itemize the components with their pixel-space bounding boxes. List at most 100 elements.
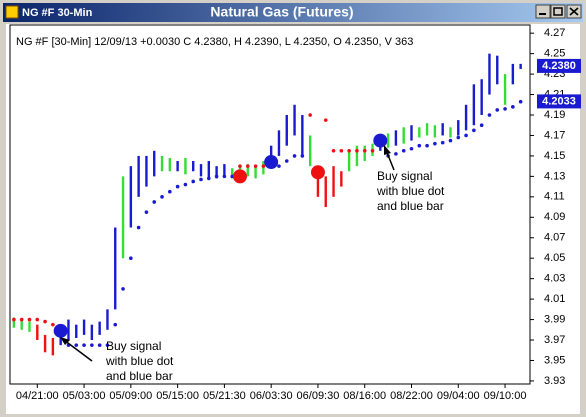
stop-dot [300,154,305,158]
stop-dot [82,343,86,347]
signal-dot [53,323,68,338]
stop-dot [401,149,406,153]
stop-dot [495,108,500,112]
stop-dot [479,123,484,128]
y-tick-label: 3.97 [544,334,565,346]
stop-dot [105,343,110,347]
stop-dot [245,164,250,168]
stop-dot [19,317,24,322]
annotation-arrow [63,339,93,362]
x-tick-label: 08/22:00 [390,390,433,402]
stop-dot [464,133,468,138]
y-tick-label: 4.03 [544,273,565,285]
annotation-1: Buy signal with blue dot and blue bar [60,337,174,383]
window-buttons[interactable] [535,4,582,19]
minimize-button[interactable] [535,4,551,19]
stop-dot [43,319,47,324]
annotation-text: with blue dot [105,354,174,368]
x-tick-label: 08/16:00 [343,390,386,402]
x-tick-label: 05/09:00 [109,390,152,402]
window-title: NG #F 30-Min [22,7,93,19]
signal-dot [232,169,247,184]
y-tick-label: 4.01 [544,293,565,305]
stop-dot [175,184,180,189]
stop-dot [199,177,203,182]
stop-dot [511,105,515,109]
stop-dot [214,174,219,179]
annotation-text: with blue dot [376,184,445,198]
x-tick-label: 05/15:00 [156,390,199,402]
price-label: 4.2380 [542,60,576,72]
stop-dot [370,149,375,153]
price-label-box [537,94,581,109]
chart-header: NG #F [30-Min] 12/09/13 +0.0030 C 4.2380… [16,36,413,48]
stop-dot [238,164,242,168]
stop-dot [284,159,289,163]
x-tick-label: 06/03:30 [250,390,293,402]
stop-dot [277,164,281,168]
y-tick-label: 3.99 [544,313,565,325]
price-label-box [537,58,581,73]
stop-dot [168,189,172,194]
stop-dot [503,107,507,111]
stop-dot [518,99,523,104]
x-tick-label: 06/09:30 [297,390,340,402]
stop-dot [347,149,351,153]
stop-dot [74,343,79,347]
stop-dot [152,200,157,204]
stop-dot [261,164,266,168]
stop-dot [97,343,102,347]
stop-dot [323,118,328,122]
maximize-glyph [553,7,563,16]
stop-dot [27,317,32,322]
x-tick-label: 04/21:00 [16,390,59,402]
stop-dot [12,317,16,322]
arrow-head [384,145,391,155]
annotation-text: and blue bar [106,369,173,383]
price-label: 4.2033 [542,95,576,107]
stop-dot [129,256,133,260]
stop-dot [144,210,149,214]
title-bar [3,3,583,22]
stop-dot [331,149,336,153]
stop-dot [417,143,422,148]
stop-dot [362,149,367,153]
stop-dot [433,141,437,146]
stop-dot [35,317,40,322]
y-tick-label: 4.17 [544,129,565,141]
arrow-head [60,337,70,345]
y-tick-label: 4.15 [544,150,565,162]
stop-dot [472,128,476,133]
stop-dot [339,149,344,153]
stop-dot [292,154,297,158]
stop-dot [222,174,227,179]
stop-dot [448,138,453,143]
plot-area [9,24,531,385]
y-tick-label: 4.27 [544,27,565,39]
stop-dot [394,152,398,156]
stop-dot [183,182,188,187]
annotation-2: Buy signal with blue dot and blue bar [376,145,445,213]
x-tick-label: 09/04:00 [437,390,480,402]
y-tick-label: 4.13 [544,170,565,182]
stop-dot [440,140,445,145]
stop-dot [113,322,118,327]
stop-dot [191,179,196,184]
signal-dot [310,165,325,180]
stop-dot [425,143,429,148]
annotation-text: and blue bar [377,199,444,213]
y-tick-label: 4.09 [544,211,565,223]
stop-dot [409,146,414,151]
stop-dot [160,195,164,199]
stop-dot [355,149,359,153]
y-tick-label: 4.25 [544,48,565,60]
x-tick-label: 05/21:30 [203,390,246,402]
stop-dot [90,343,94,347]
window-icon [5,5,19,19]
stop-dot [136,225,141,230]
maximize-button[interactable] [550,4,566,19]
stop-dot [456,135,461,140]
stop-dot [308,113,312,117]
x-tick-label: 09/10:00 [484,390,527,402]
